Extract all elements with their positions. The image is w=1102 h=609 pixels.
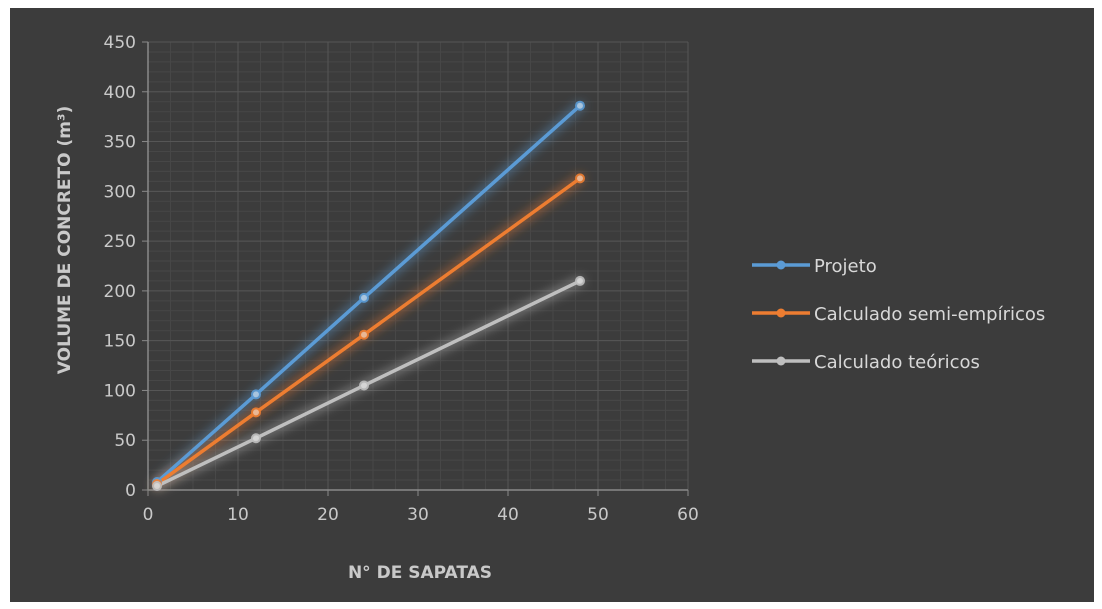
y-tick-labels: 0 50 100 150 200 250 300 350 400 450	[104, 33, 136, 501]
major-grid	[147, 41, 689, 491]
legend: Projeto Calculado semi-empíricos Calculado…	[752, 256, 1045, 373]
legend-item: Calculado teóricos	[752, 352, 980, 373]
x-tick-label: 20	[317, 505, 339, 525]
x-tick-label: 0	[143, 505, 154, 525]
y-tick-label: 0	[125, 481, 136, 501]
legend-swatch-marker	[776, 356, 786, 366]
legend-item: Calculado semi-empíricos	[752, 304, 1045, 325]
axes	[142, 41, 689, 496]
x-tick-label: 30	[407, 505, 429, 525]
y-tick-label: 450	[104, 33, 136, 53]
y-tick-label: 150	[104, 332, 136, 352]
y-tick-label: 300	[104, 182, 136, 202]
series-points	[152, 100, 585, 492]
data-point-highlight	[577, 102, 583, 109]
legend-item: Projeto	[752, 256, 877, 277]
data-point-highlight	[253, 391, 259, 398]
y-axis-title: VOLUME DE CONCRETO (m³)	[55, 106, 75, 374]
data-point-highlight	[361, 382, 367, 389]
legend-label: Calculado teóricos	[814, 352, 980, 373]
x-tick-label: 10	[227, 505, 249, 525]
data-point-highlight	[253, 409, 259, 416]
y-tick-label: 400	[104, 83, 136, 103]
x-tick-label: 50	[587, 505, 609, 525]
series-line	[155, 176, 582, 486]
legend-swatch-marker	[776, 260, 786, 270]
series-line	[155, 103, 582, 484]
x-tick-label: 40	[497, 505, 519, 525]
x-axis-title: N° DE SAPATAS	[348, 563, 492, 583]
data-point-highlight	[361, 331, 367, 338]
y-tick-label: 350	[104, 133, 136, 153]
series-line	[155, 279, 582, 488]
data-point-highlight	[253, 435, 259, 442]
chart-panel: 0 50 100 150 200 250 300 350 400 450 0 10 20 30 40 50 6…	[10, 8, 1094, 602]
y-tick-label: 250	[104, 232, 136, 252]
data-point-highlight	[361, 294, 367, 301]
legend-label: Calculado semi-empíricos	[814, 304, 1045, 325]
y-tick-label: 200	[104, 282, 136, 302]
y-tick-label: 50	[114, 431, 136, 451]
legend-swatch-marker	[776, 308, 786, 318]
chart-svg: 0 50 100 150 200 250 300 350 400 450 0 10 20 30 40 50 6…	[55, 33, 1045, 583]
data-point-highlight	[154, 483, 160, 490]
y-tick-label: 100	[104, 381, 136, 401]
x-tick-label: 60	[677, 505, 699, 525]
data-point-highlight	[577, 277, 583, 284]
data-point-highlight	[577, 175, 583, 182]
series-lines	[155, 103, 582, 488]
x-tick-labels: 0 10 20 30 40 50 60	[143, 505, 699, 525]
legend-label: Projeto	[814, 256, 877, 277]
